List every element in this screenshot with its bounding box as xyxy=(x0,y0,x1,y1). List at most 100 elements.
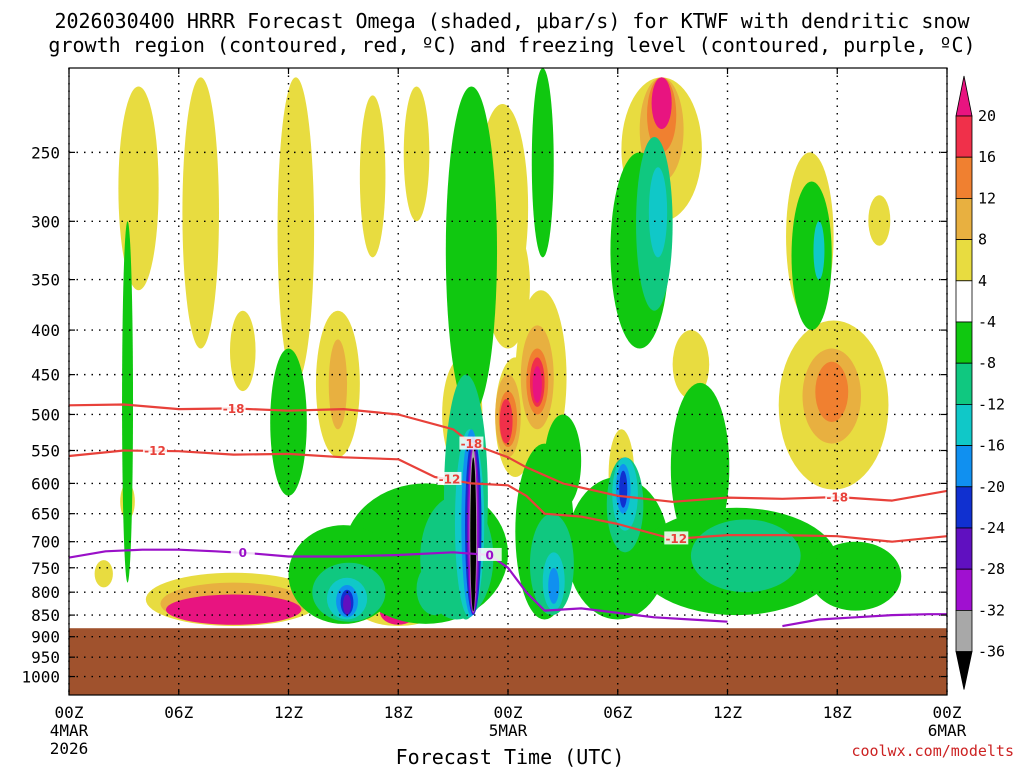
colorbar-bottom-arrow xyxy=(955,651,973,690)
y-tick-label-600: 600 xyxy=(31,474,60,493)
omega-region-blk-79 xyxy=(470,457,477,612)
x-tick-label-8: 00Z xyxy=(933,703,962,722)
omega-region-pink-37 xyxy=(651,77,672,129)
contour-label-bg xyxy=(825,490,850,504)
colorbar-segment-8 xyxy=(955,445,973,488)
x-tick-label-7: 18Z xyxy=(823,703,852,722)
colorbar-label--24: -24 xyxy=(978,519,1005,537)
omega-region-g8-61 xyxy=(416,562,454,616)
omega-region-g4-51 xyxy=(531,68,554,258)
omega-region-g4-53 xyxy=(544,414,582,508)
omega-region-b20-73 xyxy=(619,470,628,508)
omega-region-y8-4 xyxy=(403,86,430,222)
omega-region-g4-40 xyxy=(445,86,498,415)
y-tick-label-1000: 1000 xyxy=(21,668,60,687)
x-tick-label-5: 06Z xyxy=(603,703,632,722)
y-tick-label-700: 700 xyxy=(31,533,60,552)
omega-region-y8-15 xyxy=(868,195,891,246)
y-tick-label-300: 300 xyxy=(31,212,60,231)
colorbar-segment-2 xyxy=(955,197,973,240)
x-tick-label-1: 06Z xyxy=(164,703,193,722)
y-tick-label-500: 500 xyxy=(31,405,60,424)
colorbar-label-12: 12 xyxy=(978,189,996,207)
colorbar-label--36: -36 xyxy=(978,643,1005,661)
colorbar-label-4: 4 xyxy=(978,272,987,290)
omega-region-c12-65 xyxy=(648,167,668,258)
y-tick-label-950: 950 xyxy=(31,648,60,667)
colorbar-segment-4 xyxy=(955,280,973,323)
x-axis-title: Forecast Time (UTC) xyxy=(396,745,625,768)
y-tick-label-250: 250 xyxy=(31,143,60,162)
colorbar-label-8: 8 xyxy=(978,231,987,249)
contour-label-bg xyxy=(230,545,255,559)
colorbar-label--20: -20 xyxy=(978,478,1005,496)
colorbar-label-16: 16 xyxy=(978,148,996,166)
contour-label--18: -18 xyxy=(461,437,483,451)
colorbar-segment-5 xyxy=(955,321,973,364)
colorbar-top-arrow xyxy=(955,75,973,117)
contour-label--12: -12 xyxy=(665,532,687,546)
colorbar-label-20: 20 xyxy=(978,107,996,125)
x-tick-label-6: 12Z xyxy=(713,703,742,722)
omega-region-pink-38 xyxy=(165,594,302,625)
contour-label-bg xyxy=(459,436,484,450)
y-tick-label-450: 450 xyxy=(31,366,60,385)
contour-labels: -18 -18 -18 -12 -12 -12 0 0 xyxy=(142,401,850,562)
contour-label-bg xyxy=(664,531,689,545)
omega-region-y8-1 xyxy=(277,77,315,383)
omega-region-g4-52 xyxy=(809,541,902,611)
colorbar-label--16: -16 xyxy=(978,437,1005,455)
omega-region-pink-36 xyxy=(532,366,542,403)
chart-title-line-1: 2026030400 HRRR Forecast Omega (shaded, … xyxy=(54,9,970,33)
contour-label-bg xyxy=(142,443,167,457)
chart-title-line-2: growth region (contoured, red, ºC) and f… xyxy=(48,33,975,57)
omega-region-y8-7 xyxy=(229,310,256,392)
contour-label-0: 0 xyxy=(239,546,247,560)
contour-label-bg xyxy=(437,471,462,485)
y-tick-label-850: 850 xyxy=(31,606,60,625)
y-tick-label-350: 350 xyxy=(31,271,60,290)
contour-line-0-2 xyxy=(69,548,728,623)
colorbar-label--32: -32 xyxy=(978,601,1005,619)
colorbar-segment-3 xyxy=(955,239,973,282)
colorbar-segment-10 xyxy=(955,527,973,570)
omega-region-g4-48 xyxy=(791,181,832,331)
y-tick-label-800: 800 xyxy=(31,583,60,602)
contour-label-bg xyxy=(221,401,246,415)
omega-region-p24-76 xyxy=(343,594,352,615)
colorbar-segment-1 xyxy=(955,156,973,199)
omega-region-b16-71 xyxy=(548,567,560,604)
colorbar-label--28: -28 xyxy=(978,560,1005,578)
colorbar-segment-6 xyxy=(955,362,973,405)
omega-colorbar: 20 16 12 8 4 -4 -8 -12 -16 -20 -24 -28 -32 -36 xyxy=(955,75,1005,690)
x-tick-label-4: 00Z xyxy=(494,703,523,722)
omega-region-y8-0 xyxy=(182,77,219,349)
omega-region-y8-19 xyxy=(94,560,113,588)
contour-label--18: -18 xyxy=(826,491,848,505)
contour-label--12: -12 xyxy=(439,472,461,486)
omega-region-y8-13 xyxy=(672,330,710,400)
omega-region-c12-67 xyxy=(813,221,825,280)
y-tick-label-750: 750 xyxy=(31,559,60,578)
colorbar-label--8: -8 xyxy=(978,354,996,372)
credit-text: coolwx.com/modelts xyxy=(851,742,1014,760)
omega-region-g4-47 xyxy=(670,382,730,553)
omega-region-y8-21 xyxy=(486,221,530,349)
colorbar-segment-9 xyxy=(955,486,973,529)
contour-label-bg xyxy=(477,547,502,561)
contour-label--18: -18 xyxy=(223,402,245,416)
contour-line-0-3 xyxy=(782,613,947,628)
y-tick-label-400: 400 xyxy=(31,321,60,340)
omega-region-y8-3 xyxy=(359,95,386,258)
colorbar-label--12: -12 xyxy=(978,395,1005,413)
colorbar-segment-0 xyxy=(955,115,973,158)
contour-label--12: -12 xyxy=(144,444,166,458)
x-date-label-4: 5MAR xyxy=(489,721,528,740)
colorbar-label--4: -4 xyxy=(978,313,996,331)
omega-region-o12-22 xyxy=(328,339,348,430)
y-tick-label-650: 650 xyxy=(31,505,60,524)
omega-region-r20-35 xyxy=(499,399,513,444)
x-tick-label-0: 00Z xyxy=(55,703,84,722)
